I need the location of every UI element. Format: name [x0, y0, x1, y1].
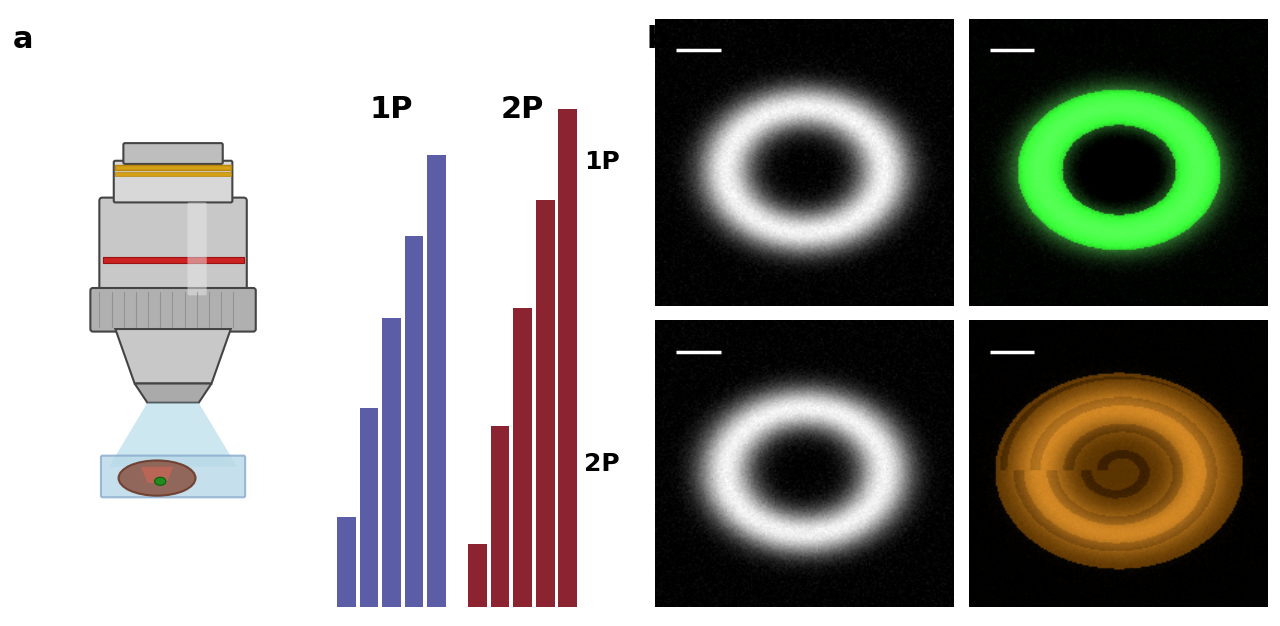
- FancyBboxPatch shape: [101, 456, 246, 497]
- Polygon shape: [134, 384, 211, 403]
- Bar: [513, 309, 532, 607]
- FancyBboxPatch shape: [187, 202, 206, 295]
- FancyBboxPatch shape: [115, 165, 230, 170]
- Bar: [360, 408, 379, 607]
- Ellipse shape: [155, 477, 166, 485]
- Text: ROI overlay: ROI overlay: [988, 25, 1149, 49]
- FancyBboxPatch shape: [91, 288, 256, 332]
- FancyBboxPatch shape: [100, 198, 247, 300]
- Text: a: a: [13, 25, 33, 54]
- Ellipse shape: [119, 461, 196, 496]
- Text: 2P: 2P: [500, 95, 544, 124]
- Text: 1P: 1P: [370, 95, 413, 124]
- Bar: [468, 544, 486, 607]
- Bar: [428, 155, 445, 607]
- Polygon shape: [109, 403, 237, 467]
- FancyBboxPatch shape: [115, 172, 230, 176]
- FancyBboxPatch shape: [123, 143, 223, 164]
- Bar: [558, 110, 577, 607]
- Bar: [404, 236, 424, 607]
- Polygon shape: [115, 329, 230, 384]
- Polygon shape: [141, 467, 173, 483]
- FancyBboxPatch shape: [114, 161, 233, 202]
- Text: b: b: [646, 25, 668, 54]
- Text: Image: Image: [782, 25, 869, 49]
- FancyBboxPatch shape: [102, 257, 243, 264]
- Text: 2P: 2P: [584, 452, 620, 476]
- Bar: [492, 426, 509, 607]
- Bar: [338, 516, 356, 607]
- Bar: [536, 200, 554, 607]
- Text: 1P: 1P: [584, 150, 620, 174]
- Bar: [383, 317, 401, 607]
